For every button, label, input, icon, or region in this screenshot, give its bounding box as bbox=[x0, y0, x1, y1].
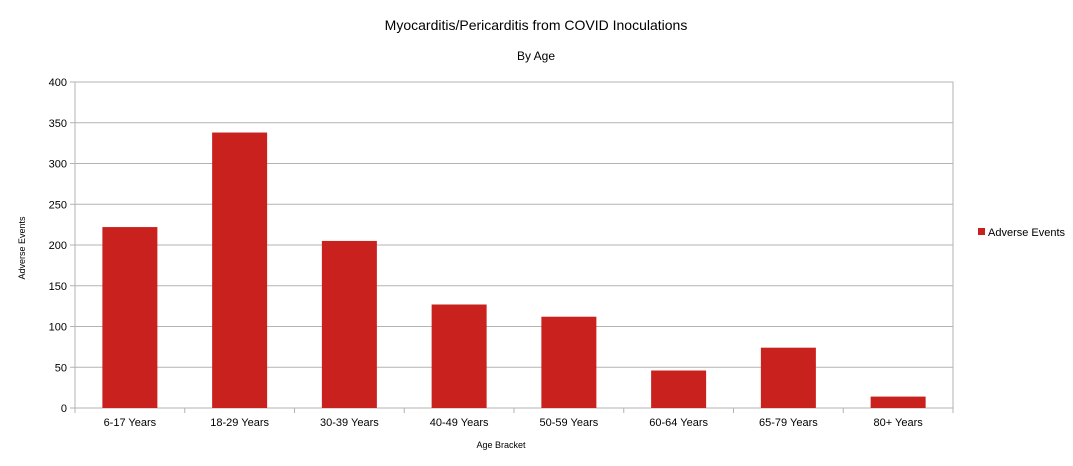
y-tick-label: 200 bbox=[49, 240, 67, 252]
x-tick-label: 65-79 Years bbox=[759, 417, 818, 429]
bar-4 bbox=[541, 316, 597, 408]
legend: Adverse Events bbox=[978, 227, 1066, 239]
x-tick-label: 6-17 Years bbox=[104, 417, 157, 429]
y-tick-label: 300 bbox=[49, 159, 67, 171]
chart-subtitle: By Age bbox=[517, 49, 555, 63]
bar-0 bbox=[102, 227, 158, 408]
x-tick-label: 18-29 Years bbox=[210, 417, 269, 429]
bars bbox=[102, 132, 926, 408]
y-tick-label: 0 bbox=[61, 403, 67, 415]
bar-2 bbox=[321, 240, 377, 408]
y-tick-label: 350 bbox=[49, 118, 67, 130]
legend-swatch bbox=[978, 228, 985, 235]
x-tick-labels: 6-17 Years 18-29 Years 30-39 Years 40-49 Ye… bbox=[104, 417, 924, 429]
bar-3 bbox=[431, 304, 487, 408]
bar-5 bbox=[651, 370, 707, 408]
x-tick-label: 40-49 Years bbox=[430, 417, 489, 429]
x-tick-label: 50-59 Years bbox=[540, 417, 599, 429]
y-tick-labels: 0 50 100 150 200 250 300 350 400 bbox=[49, 77, 67, 415]
y-tick-label: 150 bbox=[49, 281, 67, 293]
bar-7 bbox=[870, 396, 926, 408]
plot-frame bbox=[74, 81, 954, 409]
legend-label: Adverse Events bbox=[988, 227, 1066, 239]
y-tick-label: 400 bbox=[49, 77, 67, 89]
y-axis-label: Adverse Events bbox=[17, 216, 27, 280]
x-tick-label: 80+ Years bbox=[874, 417, 924, 429]
x-tick-label: 30-39 Years bbox=[320, 417, 379, 429]
y-tick-label: 50 bbox=[55, 362, 67, 374]
bar-1 bbox=[212, 132, 268, 408]
y-tick-label: 250 bbox=[49, 199, 67, 211]
chart-title: Myocarditis/Pericarditis from COVID Inoc… bbox=[385, 17, 688, 33]
x-axis-label: Age Bracket bbox=[476, 440, 526, 450]
x-tick-label: 60-64 Years bbox=[649, 417, 708, 429]
y-tick-label: 100 bbox=[49, 322, 67, 334]
gridlines bbox=[70, 81, 954, 413]
bar-6 bbox=[760, 347, 816, 408]
